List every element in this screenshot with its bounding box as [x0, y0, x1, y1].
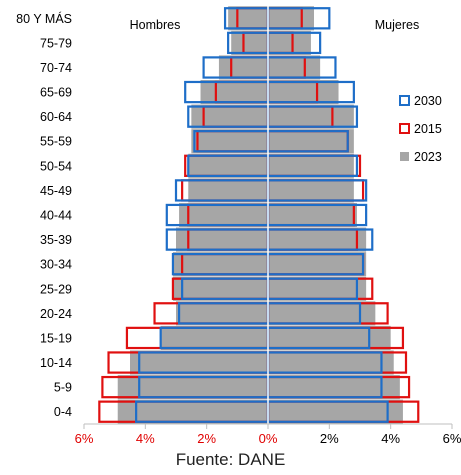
legend-swatch-2015	[399, 123, 410, 134]
bar-hombres-2023	[172, 276, 268, 301]
category-label: 50-54	[40, 159, 72, 173]
category-label: 60-64	[40, 110, 72, 124]
bar-mujeres-2023	[268, 202, 357, 228]
x-tick-label: 2%	[197, 431, 216, 446]
x-tick-label: 6%	[443, 431, 461, 446]
bar-hombres-2023	[176, 227, 268, 252]
bar-mujeres-2023	[268, 129, 354, 154]
bar-mujeres-2023	[268, 301, 376, 326]
source-label: Fuente: DANE	[175, 450, 286, 469]
panel-label-hombres: Hombres	[130, 18, 181, 32]
x-tick-label: 0%	[259, 431, 278, 446]
bar-mujeres-2023	[268, 375, 400, 400]
bar-mujeres-2023	[268, 153, 354, 178]
category-label: 30-34	[40, 258, 72, 272]
x-tick-label: 4%	[136, 431, 155, 446]
bar-hombres-2023	[179, 202, 268, 228]
bar-mujeres-2023	[268, 252, 367, 277]
category-label: 55-59	[40, 135, 72, 149]
category-label: 40-44	[40, 209, 72, 223]
bar-hombres-2023	[117, 399, 268, 424]
bar-hombres-2023	[160, 325, 268, 350]
bar-hombres-2023	[176, 301, 268, 326]
category-label: 35-39	[40, 233, 72, 247]
bar-hombres-2023	[188, 153, 268, 178]
category-label: 45-49	[40, 184, 72, 198]
category-label: 5-9	[54, 381, 72, 395]
category-label: 25-29	[40, 282, 72, 296]
bar-mujeres-2023	[268, 30, 311, 55]
bar-mujeres-2023	[268, 350, 394, 375]
bars-layer	[98, 6, 420, 424]
legend-label-2023: 2023	[414, 150, 442, 164]
legend-swatch-2030	[399, 95, 410, 106]
bar-hombres-2023	[117, 375, 268, 400]
bar-hombres-2023	[172, 252, 268, 277]
bar-mujeres-2023	[268, 227, 367, 252]
bar-hombres-2023	[188, 178, 268, 203]
bar-hombres-2023	[231, 30, 268, 55]
bar-hombres-2023	[191, 129, 268, 154]
labels-layer: 6% 4% 2% 0% 2% 4% 6% 80 Y MÁS 75-79 70-74 65-69 60-…	[16, 11, 461, 446]
legend-label-2030: 2030	[414, 94, 442, 108]
bar-mujeres-2023	[268, 55, 321, 80]
bar-mujeres-2023	[268, 325, 391, 350]
bar-mujeres-2023	[268, 276, 367, 301]
bar-hombres-2023	[228, 6, 268, 31]
category-label: 15-19	[40, 331, 72, 345]
category-label: 65-69	[40, 86, 72, 100]
category-label: 20-24	[40, 307, 72, 321]
x-tick-label: 4%	[381, 431, 400, 446]
bar-mujeres-2023	[268, 6, 314, 31]
bar-mujeres-2023	[268, 104, 354, 129]
category-label: 0-4	[54, 405, 72, 419]
category-label: 70-74	[40, 61, 72, 75]
legend-label-2015: 2015	[414, 122, 442, 136]
legend: 2030 2015 2023	[399, 94, 442, 164]
x-tick-label: 6%	[75, 431, 94, 446]
axes-layer	[83, 6, 453, 429]
panel-label-mujeres: Mujeres	[375, 18, 419, 32]
legend-swatch-2023	[400, 152, 409, 161]
x-tick-label: 2%	[320, 431, 339, 446]
bar-hombres-2023	[130, 350, 268, 375]
bar-hombres-2023	[200, 80, 268, 105]
category-label: 80 Y MÁS	[16, 11, 72, 26]
category-label: 10-14	[40, 356, 72, 370]
bar-mujeres-2023	[268, 80, 339, 105]
bar-mujeres-2023	[268, 178, 354, 203]
bar-mujeres-2023	[268, 399, 403, 424]
bar-hombres-2023	[218, 55, 268, 80]
category-label: 75-79	[40, 36, 72, 50]
